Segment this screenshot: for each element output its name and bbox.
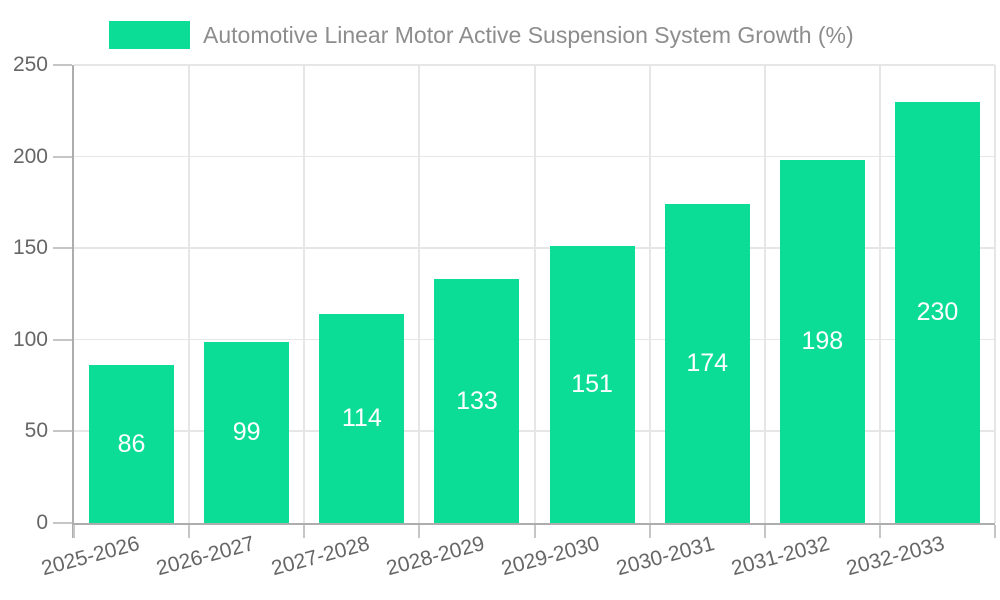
vertical-gridline — [188, 65, 191, 523]
bar-value-label: 174 — [686, 349, 729, 378]
y-tick-label: 0 — [36, 511, 48, 534]
vertical-gridline — [303, 65, 306, 523]
bar[interactable]: 174 — [664, 204, 750, 523]
bar[interactable]: 230 — [894, 101, 980, 523]
vertical-gridline — [418, 65, 421, 523]
y-tick-label: 50 — [24, 419, 48, 443]
y-tick-mark — [53, 338, 72, 341]
chart-legend[interactable]: Automotive Linear Motor Active Suspensio… — [109, 21, 854, 49]
bar[interactable]: 99 — [204, 341, 290, 523]
vertical-gridline — [533, 65, 536, 523]
y-tick-mark — [53, 247, 72, 250]
bar-value-label: 86 — [117, 429, 146, 458]
bar[interactable]: 151 — [549, 246, 635, 523]
y-tick-label: 100 — [12, 327, 48, 351]
x-tick-mark — [763, 525, 766, 538]
x-tick-mark — [73, 525, 75, 538]
bar[interactable]: 86 — [89, 365, 175, 523]
legend-swatch-icon — [109, 21, 190, 49]
y-tick-label: 150 — [12, 236, 48, 260]
x-tick-mark — [878, 525, 881, 538]
bar-value-label: 151 — [571, 370, 613, 399]
x-tick-mark — [994, 525, 996, 538]
vertical-gridline — [878, 65, 881, 523]
x-axis-line — [72, 523, 995, 525]
x-tick-mark — [188, 525, 191, 538]
y-tick-mark — [53, 64, 72, 66]
y-tick-label: 200 — [12, 144, 48, 168]
horizontal-gridline — [74, 64, 995, 66]
y-tick-mark — [53, 430, 72, 433]
y-tick-mark — [53, 522, 72, 524]
x-tick-mark — [418, 525, 421, 538]
bar-value-label: 133 — [456, 386, 498, 415]
bar-value-label: 230 — [916, 297, 959, 326]
y-axis-line — [72, 65, 74, 538]
x-tick-mark — [533, 525, 536, 538]
x-tick-mark — [648, 525, 651, 538]
bar-value-label: 198 — [801, 327, 844, 356]
bar[interactable]: 133 — [434, 279, 520, 523]
y-tick-label: 250 — [12, 53, 48, 76]
y-tick-mark — [53, 155, 72, 158]
bar[interactable]: 198 — [779, 160, 865, 523]
vertical-gridline — [648, 65, 651, 523]
bar-value-label: 114 — [341, 404, 382, 433]
bar-value-label: 99 — [232, 417, 261, 446]
x-tick-mark — [303, 525, 306, 538]
vertical-gridline — [763, 65, 766, 523]
legend-label: Automotive Linear Motor Active Suspensio… — [203, 21, 854, 48]
bar[interactable]: 114 — [319, 314, 405, 523]
vertical-gridline — [994, 65, 996, 523]
